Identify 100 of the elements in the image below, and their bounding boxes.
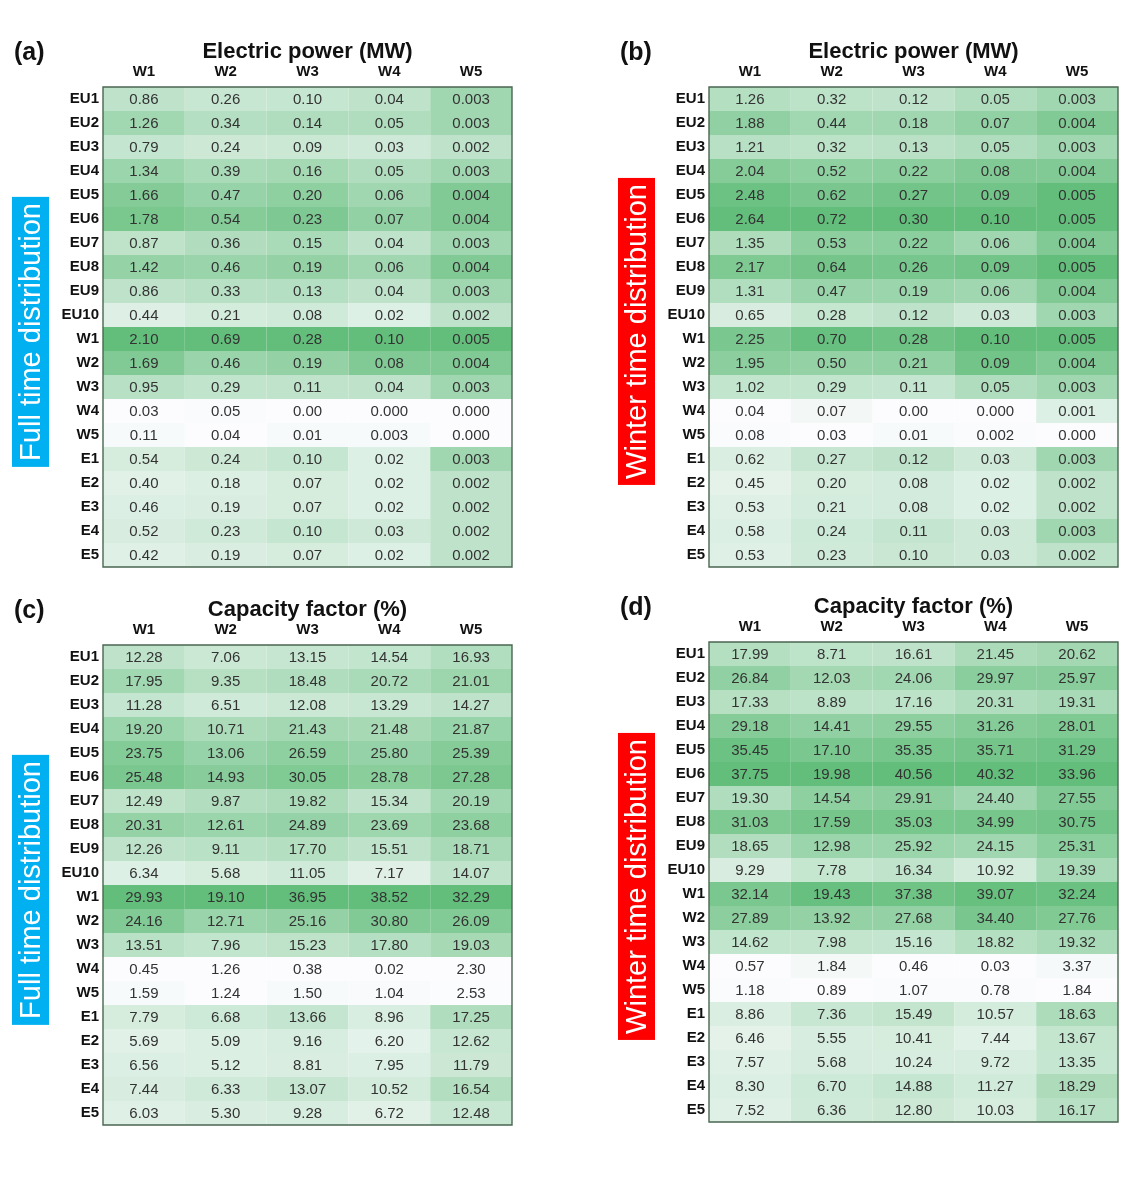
data-label: 5.30 [211,1104,241,1122]
data-label: 35.71 [976,741,1015,759]
data-label: 0.005 [1058,330,1096,348]
data-label: 25.16 [288,912,327,930]
data-label: 0.89 [817,981,847,999]
data-label: 0.27 [817,450,847,468]
data-label: 0.46 [898,957,929,975]
y-tick-label: E4 [686,1076,706,1094]
data-label: 0.03 [374,138,404,156]
data-label: 0.14 [292,114,323,132]
data-label: 8.86 [735,1005,765,1023]
data-label: 1.02 [735,378,765,396]
y-tick-label: EU2 [675,668,705,686]
data-label: 0.87 [129,234,159,252]
text: (b) [620,36,652,66]
data-label: 0.11 [899,378,928,396]
y-tick-label: EU1 [675,644,705,662]
x-tick-label: W2 [820,62,843,80]
data-label: 0.01 [292,426,323,444]
data-label: 13.29 [370,696,409,714]
data-label: 0.000 [370,402,409,420]
data-label: 0.21 [817,498,847,516]
x-tick-label: W3 [296,620,319,638]
data-label: 0.86 [129,282,159,300]
data-label: 0.22 [898,234,929,252]
y-tick-label: W2 [682,353,705,371]
data-label: 0.10 [898,546,929,564]
data-label: 32.29 [452,888,490,906]
x-tick-label: W4 [378,62,402,80]
y-tick-label: EU5 [675,740,705,758]
y-axis-title: Full time distribution [12,196,49,467]
data-label: 19.10 [206,888,245,906]
y-tick-label: EU7 [675,233,705,251]
y-tick-label: W5 [682,425,705,443]
data-label: 21.01 [452,672,490,690]
y-tick-label: W2 [76,911,99,929]
y-tick-label: EU10 [667,860,705,878]
y-tick-label: EU9 [69,839,99,857]
data-label: 0.34 [211,114,241,132]
y-tick-label: EU7 [675,788,705,806]
data-label: 35.45 [731,741,769,759]
y-tick-label: EU10 [61,863,99,881]
data-label: 29.97 [976,669,1015,687]
data-label: 1.69 [129,354,159,372]
y-tick-label: EU7 [69,791,99,809]
data-label: 2.04 [735,162,765,180]
data-label: 16.17 [1058,1101,1096,1119]
data-label: 16.61 [894,645,933,663]
data-label: 18.65 [731,837,769,855]
data-label: 0.18 [211,474,241,492]
data-label: 2.53 [456,984,486,1002]
data-label: 11.05 [289,864,326,882]
text: (d) [620,591,652,621]
data-label: 0.003 [452,234,490,252]
data-label: 9.35 [211,672,241,690]
data-label: 0.21 [211,306,241,324]
data-label: 1.21 [735,138,765,156]
y-tick-label: W2 [682,908,705,926]
data-label: 0.000 [452,402,490,420]
data-label: 6.56 [129,1056,159,1074]
y-tick-label: EU1 [69,647,99,665]
data-label: 0.10 [980,210,1010,228]
data-label: 0.27 [898,186,929,204]
data-label: 0.45 [129,960,159,978]
data-label: 1.50 [292,984,323,1002]
data-label: 0.04 [374,282,404,300]
data-label: 0.53 [735,498,765,516]
y-tick-label: EU9 [675,836,705,854]
data-label: 0.000 [452,426,490,444]
data-label: 0.19 [292,354,323,372]
x-tick-label: W2 [214,620,237,638]
y-tick-label: EU5 [675,185,705,203]
x-tick-label: W2 [214,62,237,80]
y-tick-label: EU1 [69,89,99,107]
data-label: 19.98 [812,765,851,783]
data-label: 0.03 [980,546,1010,564]
data-label: 0.003 [1058,90,1096,108]
data-label: 29.18 [731,717,769,735]
y-tick-label: E5 [80,545,99,563]
data-label: 0.002 [1058,546,1096,564]
data-label: 17.16 [894,693,933,711]
data-label: 7.57 [735,1053,765,1071]
data-label: 0.002 [1058,498,1096,516]
x-tick-label: W3 [902,62,925,80]
y-tick-label: EU8 [675,812,705,830]
y-tick-label: EU9 [69,281,99,299]
y-tick-label: EU4 [675,161,706,179]
data-label: 31.29 [1058,741,1096,759]
data-label: 0.002 [452,546,490,564]
data-label: 12.08 [288,696,327,714]
data-label: 1.35 [735,234,765,252]
data-label: 0.05 [211,402,241,420]
data-label: 0.44 [129,306,159,324]
data-label: 15.23 [288,936,327,954]
x-tick-label: W5 [1065,617,1089,635]
y-tick-label: W4 [682,401,706,419]
data-label: 0.26 [898,258,929,276]
data-label: 20.19 [452,792,490,810]
data-label: 0.57 [735,957,765,975]
y-tick-label: W1 [682,329,705,347]
